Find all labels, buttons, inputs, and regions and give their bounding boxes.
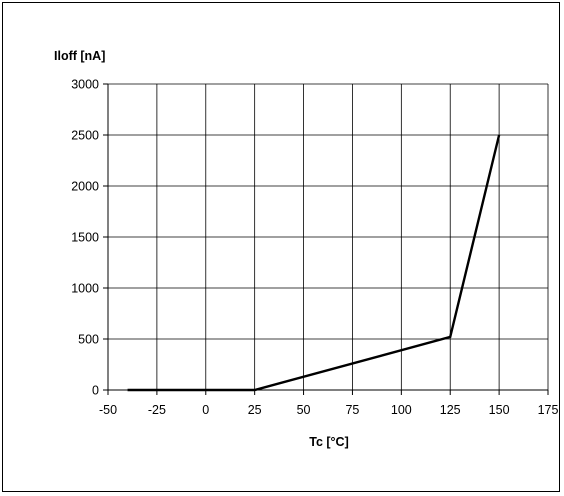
y-tick-label: 0 xyxy=(92,384,99,398)
x-tick-label: 25 xyxy=(248,403,262,417)
y-tick-label: 500 xyxy=(78,333,99,347)
grid-lines xyxy=(108,83,549,390)
series-line xyxy=(127,134,501,392)
y-tick-label: 2500 xyxy=(71,129,99,143)
x-tick-label: 100 xyxy=(391,403,412,417)
series-layer xyxy=(127,134,501,392)
y-tick-label: 1500 xyxy=(71,231,99,245)
y-tick-label: 2000 xyxy=(71,180,99,194)
y-tick-label: 3000 xyxy=(71,78,99,92)
x-tick-label: -50 xyxy=(99,403,117,417)
x-tick-label: 125 xyxy=(440,403,461,417)
x-tick-label: -25 xyxy=(148,403,166,417)
x-tick-label: 175 xyxy=(538,403,559,417)
x-axis-title: Tc [°C] xyxy=(309,435,348,449)
x-tick-label: 150 xyxy=(489,403,510,417)
axes xyxy=(103,83,549,395)
y-tick-label: 1000 xyxy=(71,282,99,296)
y-axis-title: Iloff [nA] xyxy=(54,49,105,63)
x-tick-label: 0 xyxy=(202,403,209,417)
x-tick-label: 50 xyxy=(297,403,311,417)
x-tick-label: 75 xyxy=(345,403,359,417)
tick-labels: 0 500 1000 1500 2000 2500 3000 -50 -25 0 25 50 75 100… xyxy=(71,78,558,418)
